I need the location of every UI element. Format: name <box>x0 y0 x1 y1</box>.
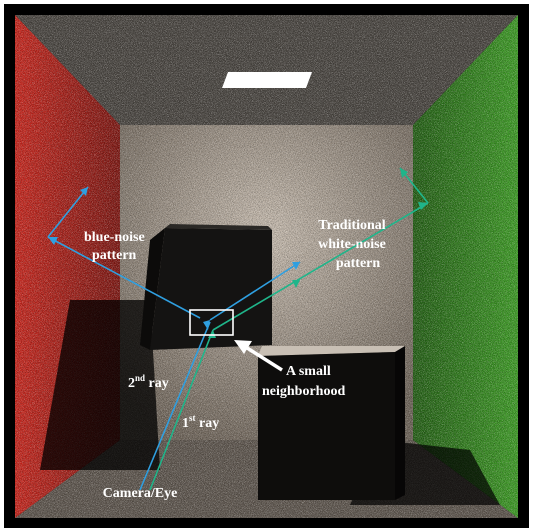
tall-box-top <box>165 224 272 230</box>
white-noise-label-line2: white-noise <box>318 237 386 252</box>
neighborhood-pointer-arrow <box>234 340 283 372</box>
labels: blue-noise pattern Traditional white-noi… <box>84 218 386 501</box>
first-ray-sup: st <box>189 413 196 423</box>
short-box-top <box>258 346 405 356</box>
arrow-blue-left <box>48 237 58 245</box>
second-ray-label: 2nd ray <box>128 373 169 391</box>
short-box-side <box>395 346 405 500</box>
first-ray-label: 1st ray <box>182 413 219 431</box>
neighborhood-label-line1: A small <box>286 364 331 379</box>
ray-paths <box>47 167 429 491</box>
white-noise-label-line1: Traditional <box>318 218 386 233</box>
blue-noise-label-line1: blue-noise <box>84 230 145 245</box>
blue-noise-label-line2: pattern <box>92 248 137 263</box>
green-ray-camera-to-box <box>149 329 214 491</box>
ceiling-light <box>222 72 312 88</box>
green-ray-box-to-right <box>212 202 429 331</box>
arrow-green-mid <box>292 280 300 288</box>
blue-ray-camera-to-box <box>139 321 211 491</box>
camera-eye-label: Camera/Eye <box>103 486 178 501</box>
neighborhood-box <box>189 309 234 336</box>
second-ray-word: ray <box>145 376 169 391</box>
tall-box-side <box>140 228 165 350</box>
tall-box-front <box>150 228 272 350</box>
arrow-blue-left-up <box>80 187 88 196</box>
first-ray-num: 1 <box>182 416 189 431</box>
first-ray-word: ray <box>196 416 220 431</box>
arrow-blue-right <box>292 262 300 270</box>
white-noise-label-line3: pattern <box>336 256 381 271</box>
arrow-green-right <box>418 202 428 210</box>
arrow-blue-box <box>203 320 210 330</box>
neighborhood-label-line2: neighborhood <box>262 384 345 399</box>
arrow-green-box <box>208 330 216 338</box>
second-ray-sup: nd <box>135 373 145 383</box>
blue-ray-box-to-left <box>47 236 201 319</box>
room <box>15 15 518 518</box>
short-box-front <box>258 352 395 500</box>
blue-ray-left-up <box>47 186 89 238</box>
arrow-green-right-up <box>400 168 408 178</box>
second-ray-num: 2 <box>128 376 135 391</box>
